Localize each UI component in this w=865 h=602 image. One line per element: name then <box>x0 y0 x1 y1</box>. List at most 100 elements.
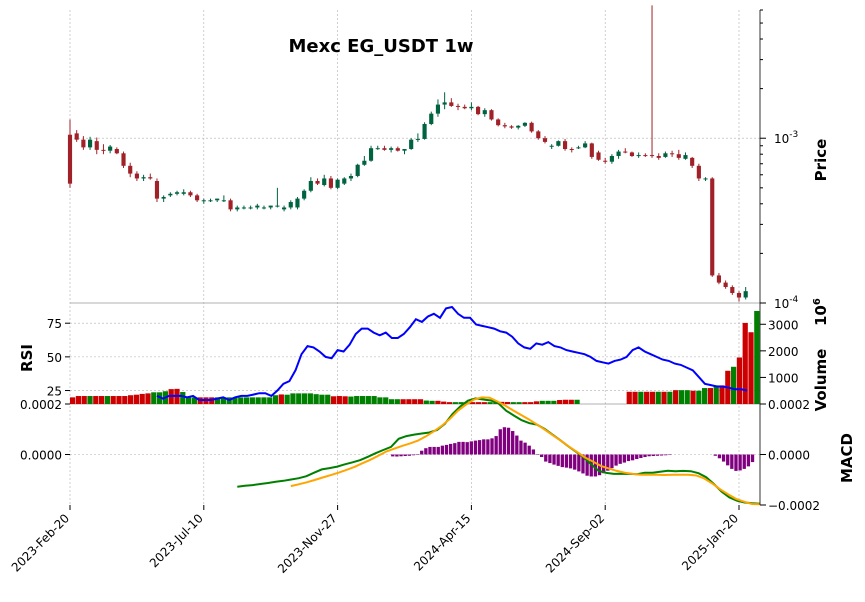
macd-histogram-bar <box>721 454 726 462</box>
candle-body <box>368 148 374 161</box>
candle-body <box>623 151 628 153</box>
candle-body <box>348 175 354 179</box>
volume-bar <box>220 397 226 404</box>
candle-body <box>174 192 180 194</box>
macd-histogram-bar <box>606 454 610 471</box>
candle-body <box>375 148 380 150</box>
macd-histogram-bar <box>531 449 536 455</box>
macd-tick-label-left: 0.0002 <box>20 398 62 412</box>
candle-body <box>74 133 79 140</box>
candle-body <box>148 177 153 179</box>
macd-histogram-bar <box>622 454 626 463</box>
macd-histogram-bar <box>436 446 440 455</box>
macd-histogram-bar <box>407 454 411 456</box>
macd-histogram-bar <box>593 454 598 477</box>
rsi-line <box>156 305 748 402</box>
candle-body <box>215 198 220 201</box>
candle-body <box>710 178 715 276</box>
volume-bar <box>296 393 302 404</box>
volume-bar <box>719 385 725 404</box>
macd-histogram-bar <box>469 441 473 455</box>
macd-histogram-bar <box>651 454 655 457</box>
candle-body <box>154 181 160 199</box>
macd-histogram-bar <box>498 429 502 455</box>
candle-body <box>502 125 507 127</box>
candle-body <box>516 125 521 128</box>
macd-histogram-bar <box>428 446 432 455</box>
candle-body <box>101 149 106 151</box>
volume-bar <box>371 396 377 404</box>
candle-body <box>362 160 367 165</box>
rsi-layer <box>156 305 748 402</box>
volume-bar <box>325 394 331 404</box>
volume-bar <box>133 394 139 404</box>
candle-body <box>496 119 501 126</box>
macd-histogram-bar <box>440 445 445 455</box>
volume-bar <box>70 397 76 404</box>
macd-histogram-bar <box>457 441 461 455</box>
candle-body <box>228 200 233 210</box>
volume-bar <box>516 402 522 404</box>
candle-body <box>295 198 300 208</box>
volume-bar <box>75 396 82 404</box>
candle-body <box>389 148 394 150</box>
volume-bar <box>249 397 255 404</box>
macd-histogram-bar <box>490 438 494 455</box>
macd-histogram-bar <box>556 454 560 466</box>
volume-bar <box>214 397 221 404</box>
macd-histogram-bar <box>726 454 730 466</box>
macd-histogram-bar <box>750 454 755 463</box>
candle-body <box>208 200 213 202</box>
x-tick-label: 2024-Apr-15 <box>411 511 473 573</box>
volume-bar <box>104 396 111 404</box>
candle-body <box>195 195 200 201</box>
volume-bar <box>145 393 151 404</box>
volume-bar <box>87 396 93 404</box>
macd-histogram-bar <box>618 454 622 464</box>
macd-histogram-bar <box>420 450 424 455</box>
macd-histogram-bar <box>742 454 746 469</box>
volume-bar <box>667 391 673 404</box>
macd-histogram-bar <box>482 439 486 455</box>
volume-bar <box>348 396 354 404</box>
candle-body <box>522 122 527 126</box>
volume-bar <box>446 402 453 404</box>
volume-axis-label: Volume <box>812 349 830 412</box>
candle-body <box>128 165 133 174</box>
volume-bar <box>545 400 551 404</box>
candle-body <box>542 138 548 142</box>
volume-bar <box>452 402 458 404</box>
x-tick-label: 2023-Jul-10 <box>147 511 206 570</box>
volume-bar <box>475 402 482 404</box>
volume-bar <box>359 396 366 404</box>
volume-bar <box>267 397 273 404</box>
macd-histogram-bar <box>465 442 469 455</box>
volume-bar <box>470 402 476 404</box>
candle-body <box>716 275 722 283</box>
macd-histogram-bar <box>552 454 556 465</box>
macd-histogram-bar <box>668 454 672 456</box>
volume-bar <box>354 396 360 404</box>
candle-body <box>489 110 494 120</box>
volume-bar <box>383 397 389 404</box>
candle-body <box>409 139 414 150</box>
volume-tick-label: 1000 <box>768 371 799 385</box>
candle-body <box>449 102 454 106</box>
macd-histogram-bar <box>643 454 647 458</box>
candle-body <box>241 207 247 209</box>
macd-histogram-bar <box>639 454 643 459</box>
volume-bar <box>110 396 116 404</box>
volume-bar <box>330 396 337 404</box>
volume-bar <box>319 394 325 404</box>
macd-histogram-bar <box>568 454 573 469</box>
macd-histogram-bar <box>502 427 507 455</box>
candle-body <box>181 192 186 194</box>
volume-bar <box>93 396 99 404</box>
candles-layer <box>67 5 748 302</box>
candle-body <box>235 207 240 210</box>
candle-body <box>282 207 287 210</box>
volume-bar <box>742 322 748 404</box>
volume-bar <box>731 366 737 404</box>
volume-tick-label: 3000 <box>768 318 799 332</box>
volume-bar <box>151 392 157 404</box>
